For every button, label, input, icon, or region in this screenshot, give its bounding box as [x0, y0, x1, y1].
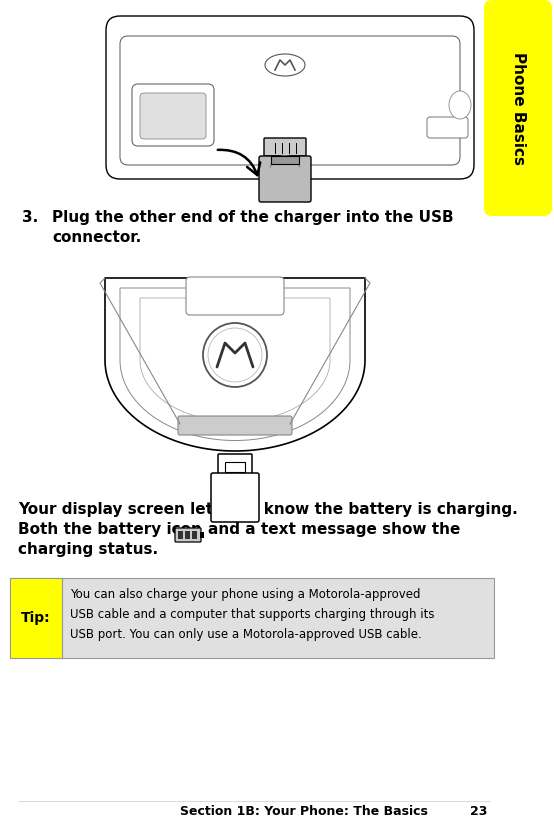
- Bar: [185, 531, 190, 539]
- Text: 23: 23: [470, 805, 488, 818]
- FancyBboxPatch shape: [484, 0, 552, 216]
- Text: Your display screen lets you know the battery is charging.: Your display screen lets you know the ba…: [18, 502, 518, 517]
- FancyBboxPatch shape: [211, 473, 259, 522]
- Ellipse shape: [449, 91, 471, 119]
- Text: Both the battery icon: Both the battery icon: [18, 522, 202, 537]
- Text: charging status.: charging status.: [18, 542, 158, 557]
- Text: 3.: 3.: [22, 210, 38, 225]
- FancyBboxPatch shape: [427, 117, 468, 138]
- Circle shape: [203, 323, 267, 387]
- FancyBboxPatch shape: [186, 277, 284, 315]
- Text: USB cable and a computer that supports charging through its: USB cable and a computer that supports c…: [70, 608, 434, 621]
- FancyBboxPatch shape: [218, 454, 252, 476]
- Bar: [178, 531, 183, 539]
- FancyBboxPatch shape: [175, 528, 201, 542]
- Text: You can also charge your phone using a Motorola-approved: You can also charge your phone using a M…: [70, 588, 420, 601]
- Text: Section 1B: Your Phone: The Basics: Section 1B: Your Phone: The Basics: [180, 805, 428, 818]
- Text: USB port. You can only use a Motorola-approved USB cable.: USB port. You can only use a Motorola-ap…: [70, 628, 422, 641]
- Bar: [271, 156, 299, 164]
- Bar: [192, 531, 197, 539]
- Bar: [10, 578, 62, 658]
- FancyBboxPatch shape: [140, 93, 206, 139]
- FancyBboxPatch shape: [106, 16, 474, 179]
- Polygon shape: [105, 278, 365, 451]
- FancyBboxPatch shape: [259, 156, 311, 202]
- Bar: [200, 532, 204, 538]
- Text: Tip:: Tip:: [21, 611, 51, 625]
- FancyArrowPatch shape: [218, 150, 260, 176]
- Text: and a text message show the: and a text message show the: [208, 522, 460, 537]
- Bar: [225, 462, 245, 472]
- Text: Plug the other end of the charger into the USB: Plug the other end of the charger into t…: [52, 210, 454, 225]
- Text: connector.: connector.: [52, 230, 141, 245]
- Text: Phone Basics: Phone Basics: [510, 52, 526, 165]
- FancyBboxPatch shape: [264, 138, 306, 156]
- Bar: [10, 578, 494, 658]
- FancyBboxPatch shape: [178, 416, 292, 435]
- FancyBboxPatch shape: [132, 84, 214, 146]
- Ellipse shape: [265, 54, 305, 76]
